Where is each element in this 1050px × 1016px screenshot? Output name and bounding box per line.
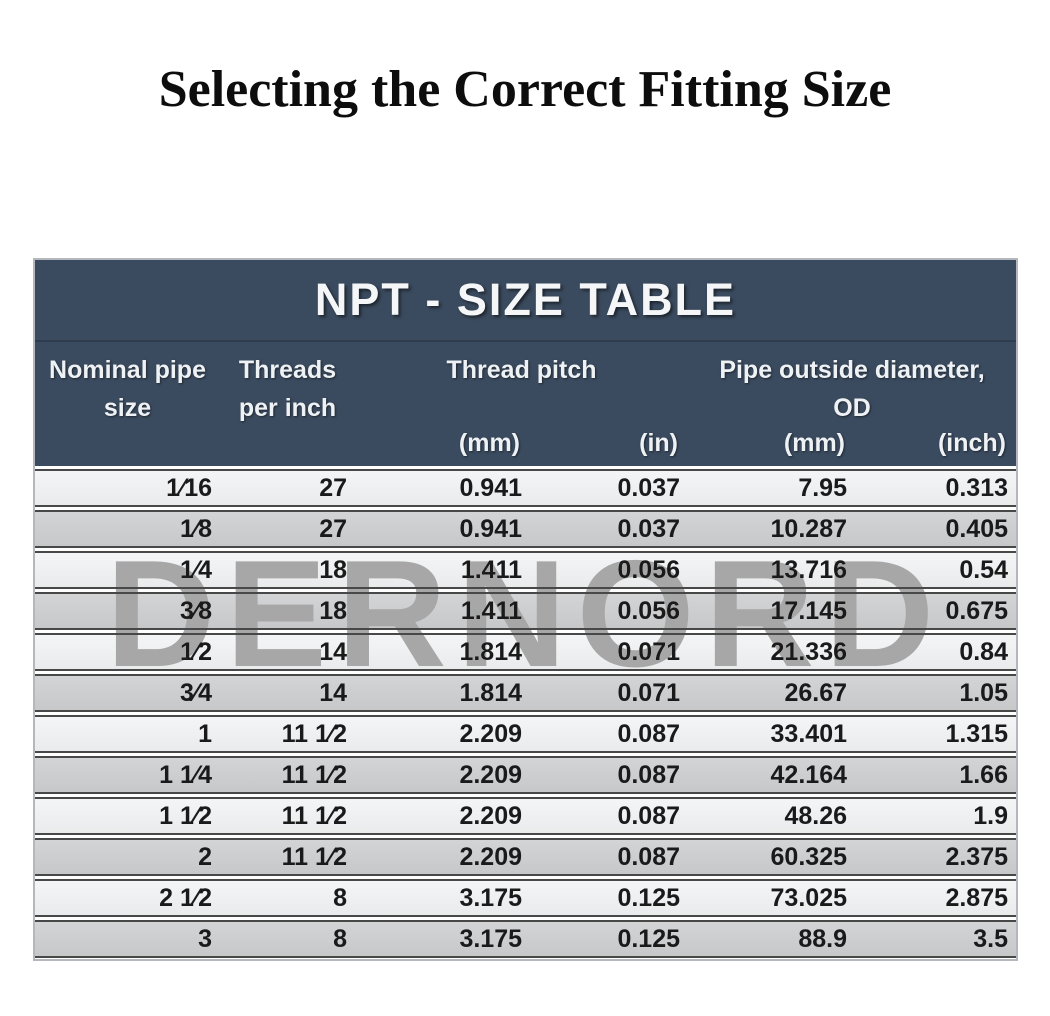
table-row: 1⁄8 27 0.941 0.037 10.287 0.405 bbox=[35, 510, 1016, 548]
table-row: 1⁄16 27 0.941 0.037 7.95 0.313 bbox=[35, 469, 1016, 507]
unit-label-pitch-mm: (mm) bbox=[458, 429, 520, 457]
cell-threads-per-inch: 27 bbox=[319, 474, 347, 502]
cell-threads-per-inch: 11 1⁄2 bbox=[281, 843, 347, 871]
cell-thread-pitch-in: 0.087 bbox=[617, 720, 680, 748]
column-header-pipe-outside-diameter: Pipe outside diameter, OD bbox=[719, 356, 985, 422]
table-row: 1⁄4 18 1.411 0.056 13.716 0.54 bbox=[35, 551, 1016, 589]
cell-od-inch: 3.5 bbox=[973, 925, 1008, 953]
cell-threads-per-inch: 14 bbox=[319, 679, 347, 707]
cell-nominal-pipe-size: 2 bbox=[198, 843, 212, 871]
cell-od-inch: 0.54 bbox=[959, 556, 1008, 584]
cell-thread-pitch-in: 0.125 bbox=[617, 884, 680, 912]
cell-thread-pitch-mm: 0.941 bbox=[459, 474, 522, 502]
cell-od-mm: 10.287 bbox=[770, 515, 847, 543]
cell-thread-pitch-in: 0.056 bbox=[617, 597, 680, 625]
cell-thread-pitch-in: 0.087 bbox=[617, 802, 680, 830]
table-body: 1⁄16 27 0.941 0.037 7.95 0.313 1⁄8 27 0.… bbox=[35, 466, 1016, 958]
cell-nominal-pipe-size: 3⁄8 bbox=[180, 597, 212, 625]
cell-od-inch: 0.675 bbox=[945, 597, 1008, 625]
cell-od-inch: 0.84 bbox=[959, 638, 1008, 666]
cell-thread-pitch-mm: 3.175 bbox=[459, 884, 522, 912]
cell-od-inch: 0.405 bbox=[945, 515, 1008, 543]
cell-thread-pitch-mm: 2.209 bbox=[459, 843, 522, 871]
unit-label-od-mm: (mm) bbox=[783, 429, 845, 457]
cell-threads-per-inch: 11 1⁄2 bbox=[281, 802, 347, 830]
cell-thread-pitch-mm: 2.209 bbox=[459, 720, 522, 748]
cell-od-inch: 2.375 bbox=[945, 843, 1008, 871]
cell-od-mm: 21.336 bbox=[770, 638, 847, 666]
cell-thread-pitch-in: 0.125 bbox=[617, 925, 680, 953]
cell-thread-pitch-in: 0.071 bbox=[617, 638, 680, 666]
cell-od-inch: 0.313 bbox=[945, 474, 1008, 502]
cell-thread-pitch-in: 0.037 bbox=[617, 515, 680, 543]
cell-thread-pitch-mm: 1.411 bbox=[460, 597, 522, 625]
column-header-threads-per-inch: Threads per inch bbox=[238, 356, 337, 422]
table-row: 1⁄2 14 1.814 0.071 21.336 0.84 bbox=[35, 633, 1016, 671]
cell-threads-per-inch: 18 bbox=[319, 597, 347, 625]
cell-od-mm: 88.9 bbox=[798, 925, 847, 953]
cell-thread-pitch-mm: 0.941 bbox=[459, 515, 522, 543]
table-row: 2 11 1⁄2 2.209 0.087 60.325 2.375 bbox=[35, 838, 1016, 876]
cell-nominal-pipe-size: 1 1⁄2 bbox=[159, 802, 212, 830]
column-header-nominal-pipe-size: Nominal pipe size bbox=[49, 356, 206, 422]
table-row: 3 8 3.175 0.125 88.9 3.5 bbox=[35, 920, 1016, 958]
cell-thread-pitch-mm: 1.814 bbox=[459, 638, 522, 666]
cell-threads-per-inch: 11 1⁄2 bbox=[281, 720, 347, 748]
cell-threads-per-inch: 27 bbox=[319, 515, 347, 543]
cell-nominal-pipe-size: 1⁄2 bbox=[180, 638, 212, 666]
table-header: Nominal pipe size Threads per inch Threa… bbox=[35, 342, 1016, 466]
cell-od-mm: 48.26 bbox=[784, 802, 847, 830]
cell-threads-per-inch: 18 bbox=[319, 556, 347, 584]
cell-thread-pitch-mm: 2.209 bbox=[459, 761, 522, 789]
cell-od-mm: 33.401 bbox=[770, 720, 847, 748]
npt-size-table: NPT - SIZE TABLE Nominal pipe size Threa… bbox=[33, 258, 1018, 961]
cell-od-inch: 1.05 bbox=[959, 679, 1008, 707]
cell-od-mm: 26.67 bbox=[784, 679, 847, 707]
cell-threads-per-inch: 11 1⁄2 bbox=[281, 761, 347, 789]
cell-nominal-pipe-size: 3⁄4 bbox=[180, 679, 212, 707]
table-row: 1 1⁄4 11 1⁄2 2.209 0.087 42.164 1.66 bbox=[35, 756, 1016, 794]
cell-thread-pitch-mm: 3.175 bbox=[459, 925, 522, 953]
cell-od-inch: 1.66 bbox=[959, 761, 1008, 789]
table-row: 2 1⁄2 8 3.175 0.125 73.025 2.875 bbox=[35, 879, 1016, 917]
page-title: Selecting the Correct Fitting Size bbox=[158, 61, 892, 118]
column-header-thread-pitch: Thread pitch bbox=[446, 356, 597, 384]
unit-label-od-inch: (inch) bbox=[937, 429, 1006, 457]
cell-od-mm: 42.164 bbox=[770, 761, 847, 789]
cell-thread-pitch-mm: 1.814 bbox=[459, 679, 522, 707]
cell-thread-pitch-mm: 1.411 bbox=[460, 556, 522, 584]
cell-nominal-pipe-size: 1⁄16 bbox=[166, 474, 212, 502]
cell-od-mm: 17.145 bbox=[770, 597, 847, 625]
cell-threads-per-inch: 8 bbox=[333, 884, 347, 912]
table-row: 3⁄8 18 1.411 0.056 17.145 0.675 bbox=[35, 592, 1016, 630]
cell-nominal-pipe-size: 1⁄8 bbox=[180, 515, 212, 543]
unit-label-pitch-in: (in) bbox=[639, 429, 678, 457]
cell-thread-pitch-in: 0.087 bbox=[617, 843, 680, 871]
cell-nominal-pipe-size: 2 1⁄2 bbox=[159, 884, 212, 912]
cell-thread-pitch-in: 0.087 bbox=[617, 761, 680, 789]
cell-nominal-pipe-size: 3 bbox=[198, 925, 212, 953]
cell-od-inch: 1.315 bbox=[945, 720, 1008, 748]
cell-thread-pitch-in: 0.037 bbox=[617, 474, 680, 502]
cell-nominal-pipe-size: 1 bbox=[198, 720, 212, 748]
cell-threads-per-inch: 14 bbox=[319, 638, 347, 666]
cell-thread-pitch-in: 0.071 bbox=[617, 679, 680, 707]
cell-nominal-pipe-size: 1 1⁄4 bbox=[159, 761, 212, 789]
cell-od-mm: 13.716 bbox=[770, 556, 847, 584]
cell-od-mm: 60.325 bbox=[770, 843, 847, 871]
cell-od-inch: 1.9 bbox=[973, 802, 1008, 830]
table-row: 1 1⁄2 11 1⁄2 2.209 0.087 48.26 1.9 bbox=[35, 797, 1016, 835]
cell-nominal-pipe-size: 1⁄4 bbox=[180, 556, 212, 584]
cell-od-inch: 2.875 bbox=[945, 884, 1008, 912]
table-row: 3⁄4 14 1.814 0.071 26.67 1.05 bbox=[35, 674, 1016, 712]
cell-thread-pitch-in: 0.056 bbox=[617, 556, 680, 584]
table-title: NPT - SIZE TABLE bbox=[35, 260, 1016, 342]
table-row: 1 11 1⁄2 2.209 0.087 33.401 1.315 bbox=[35, 715, 1016, 753]
cell-od-mm: 73.025 bbox=[770, 884, 847, 912]
cell-threads-per-inch: 8 bbox=[333, 925, 347, 953]
cell-od-mm: 7.95 bbox=[798, 474, 847, 502]
cell-thread-pitch-mm: 2.209 bbox=[459, 802, 522, 830]
